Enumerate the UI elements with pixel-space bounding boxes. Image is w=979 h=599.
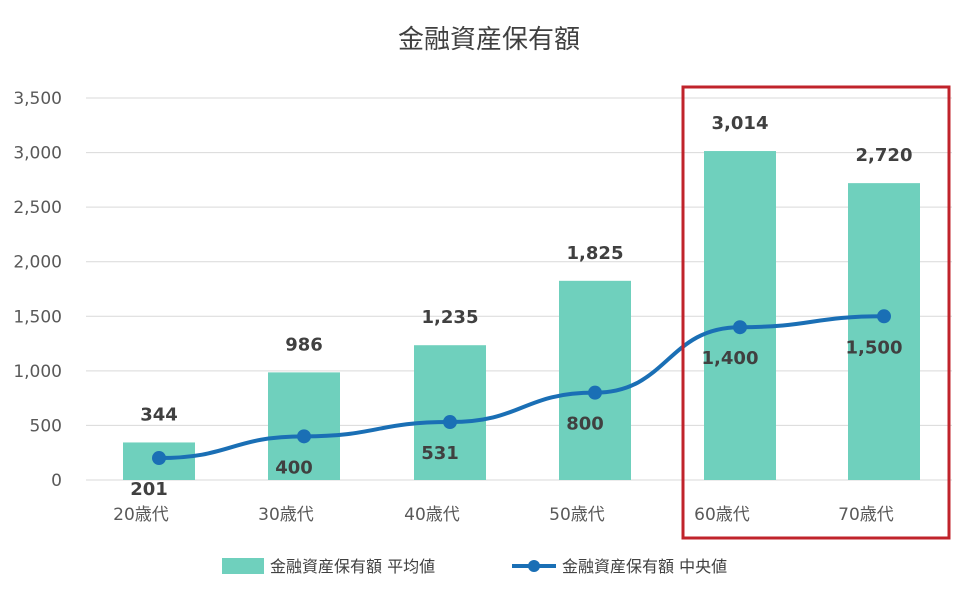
bar <box>559 280 631 480</box>
median-point <box>443 415 457 430</box>
line-data-labels: 201 400 531 800 1,400 1,500 <box>130 337 902 500</box>
bar-data-labels: 344 986 1,235 1,825 3,014 2,720 <box>140 113 912 425</box>
x-tick-label: 20歳代 <box>113 505 169 525</box>
highlight-box <box>681 85 951 540</box>
median-point <box>877 309 891 324</box>
median-point <box>297 429 311 444</box>
legend-bar-label: 金融資産保有額 平均値 <box>270 557 435 576</box>
bar-value-label: 986 <box>285 334 323 355</box>
bar-value-label: 1,825 <box>567 243 624 264</box>
bar-value-label: 1,235 <box>422 307 479 328</box>
bar <box>848 183 920 481</box>
x-tick-label: 50歳代 <box>549 505 605 525</box>
legend-line-marker <box>528 560 540 572</box>
y-tick-label: 1,000 <box>13 362 62 382</box>
median-value-label: 800 <box>566 414 604 435</box>
chart-title: 金融資産保有額 <box>398 25 580 55</box>
x-tick-label: 30歳代 <box>258 505 314 525</box>
median-value-label: 1,400 <box>702 348 759 369</box>
median-value-label: 1,500 <box>846 337 903 358</box>
median-point <box>588 385 602 400</box>
median-value-label: 400 <box>275 457 313 478</box>
median-value-label: 201 <box>130 479 168 500</box>
median-line <box>158 314 885 461</box>
y-axis-ticks: 0 500 1,000 1,500 2,000 2,500 3,000 3,500 <box>13 89 62 491</box>
median-point <box>152 451 166 466</box>
x-tick-label: 40歳代 <box>404 505 460 525</box>
legend: 金融資産保有額 平均値 金融資産保有額 中央値 <box>222 557 727 576</box>
legend-line-label: 金融資産保有額 中央値 <box>562 557 727 576</box>
gridlines <box>86 97 952 481</box>
median-value-label: 531 <box>421 443 459 464</box>
bar <box>704 151 776 480</box>
x-tick-label: 60歳代 <box>694 505 750 525</box>
bar-value-label: 3,014 <box>712 113 769 134</box>
y-tick-label: 2,000 <box>13 253 62 273</box>
line-series <box>152 309 891 466</box>
bar <box>268 372 340 480</box>
y-tick-label: 3,500 <box>13 89 62 109</box>
median-point <box>733 320 747 335</box>
x-tick-label: 70歳代 <box>838 505 894 525</box>
y-tick-label: 3,000 <box>13 144 62 164</box>
legend-bar-swatch <box>222 558 264 574</box>
y-tick-label: 2,500 <box>13 198 62 218</box>
bar-value-label: 2,720 <box>856 145 913 166</box>
x-axis-ticks: 20歳代 30歳代 40歳代 50歳代 60歳代 70歳代 <box>113 505 894 525</box>
y-tick-label: 0 <box>51 471 62 491</box>
bar-series <box>123 151 920 481</box>
highlight-rect <box>681 85 951 540</box>
bar-value-label: 344 <box>140 404 178 425</box>
y-tick-label: 1,500 <box>13 307 62 327</box>
y-tick-label: 500 <box>30 416 62 436</box>
bar <box>414 345 486 480</box>
